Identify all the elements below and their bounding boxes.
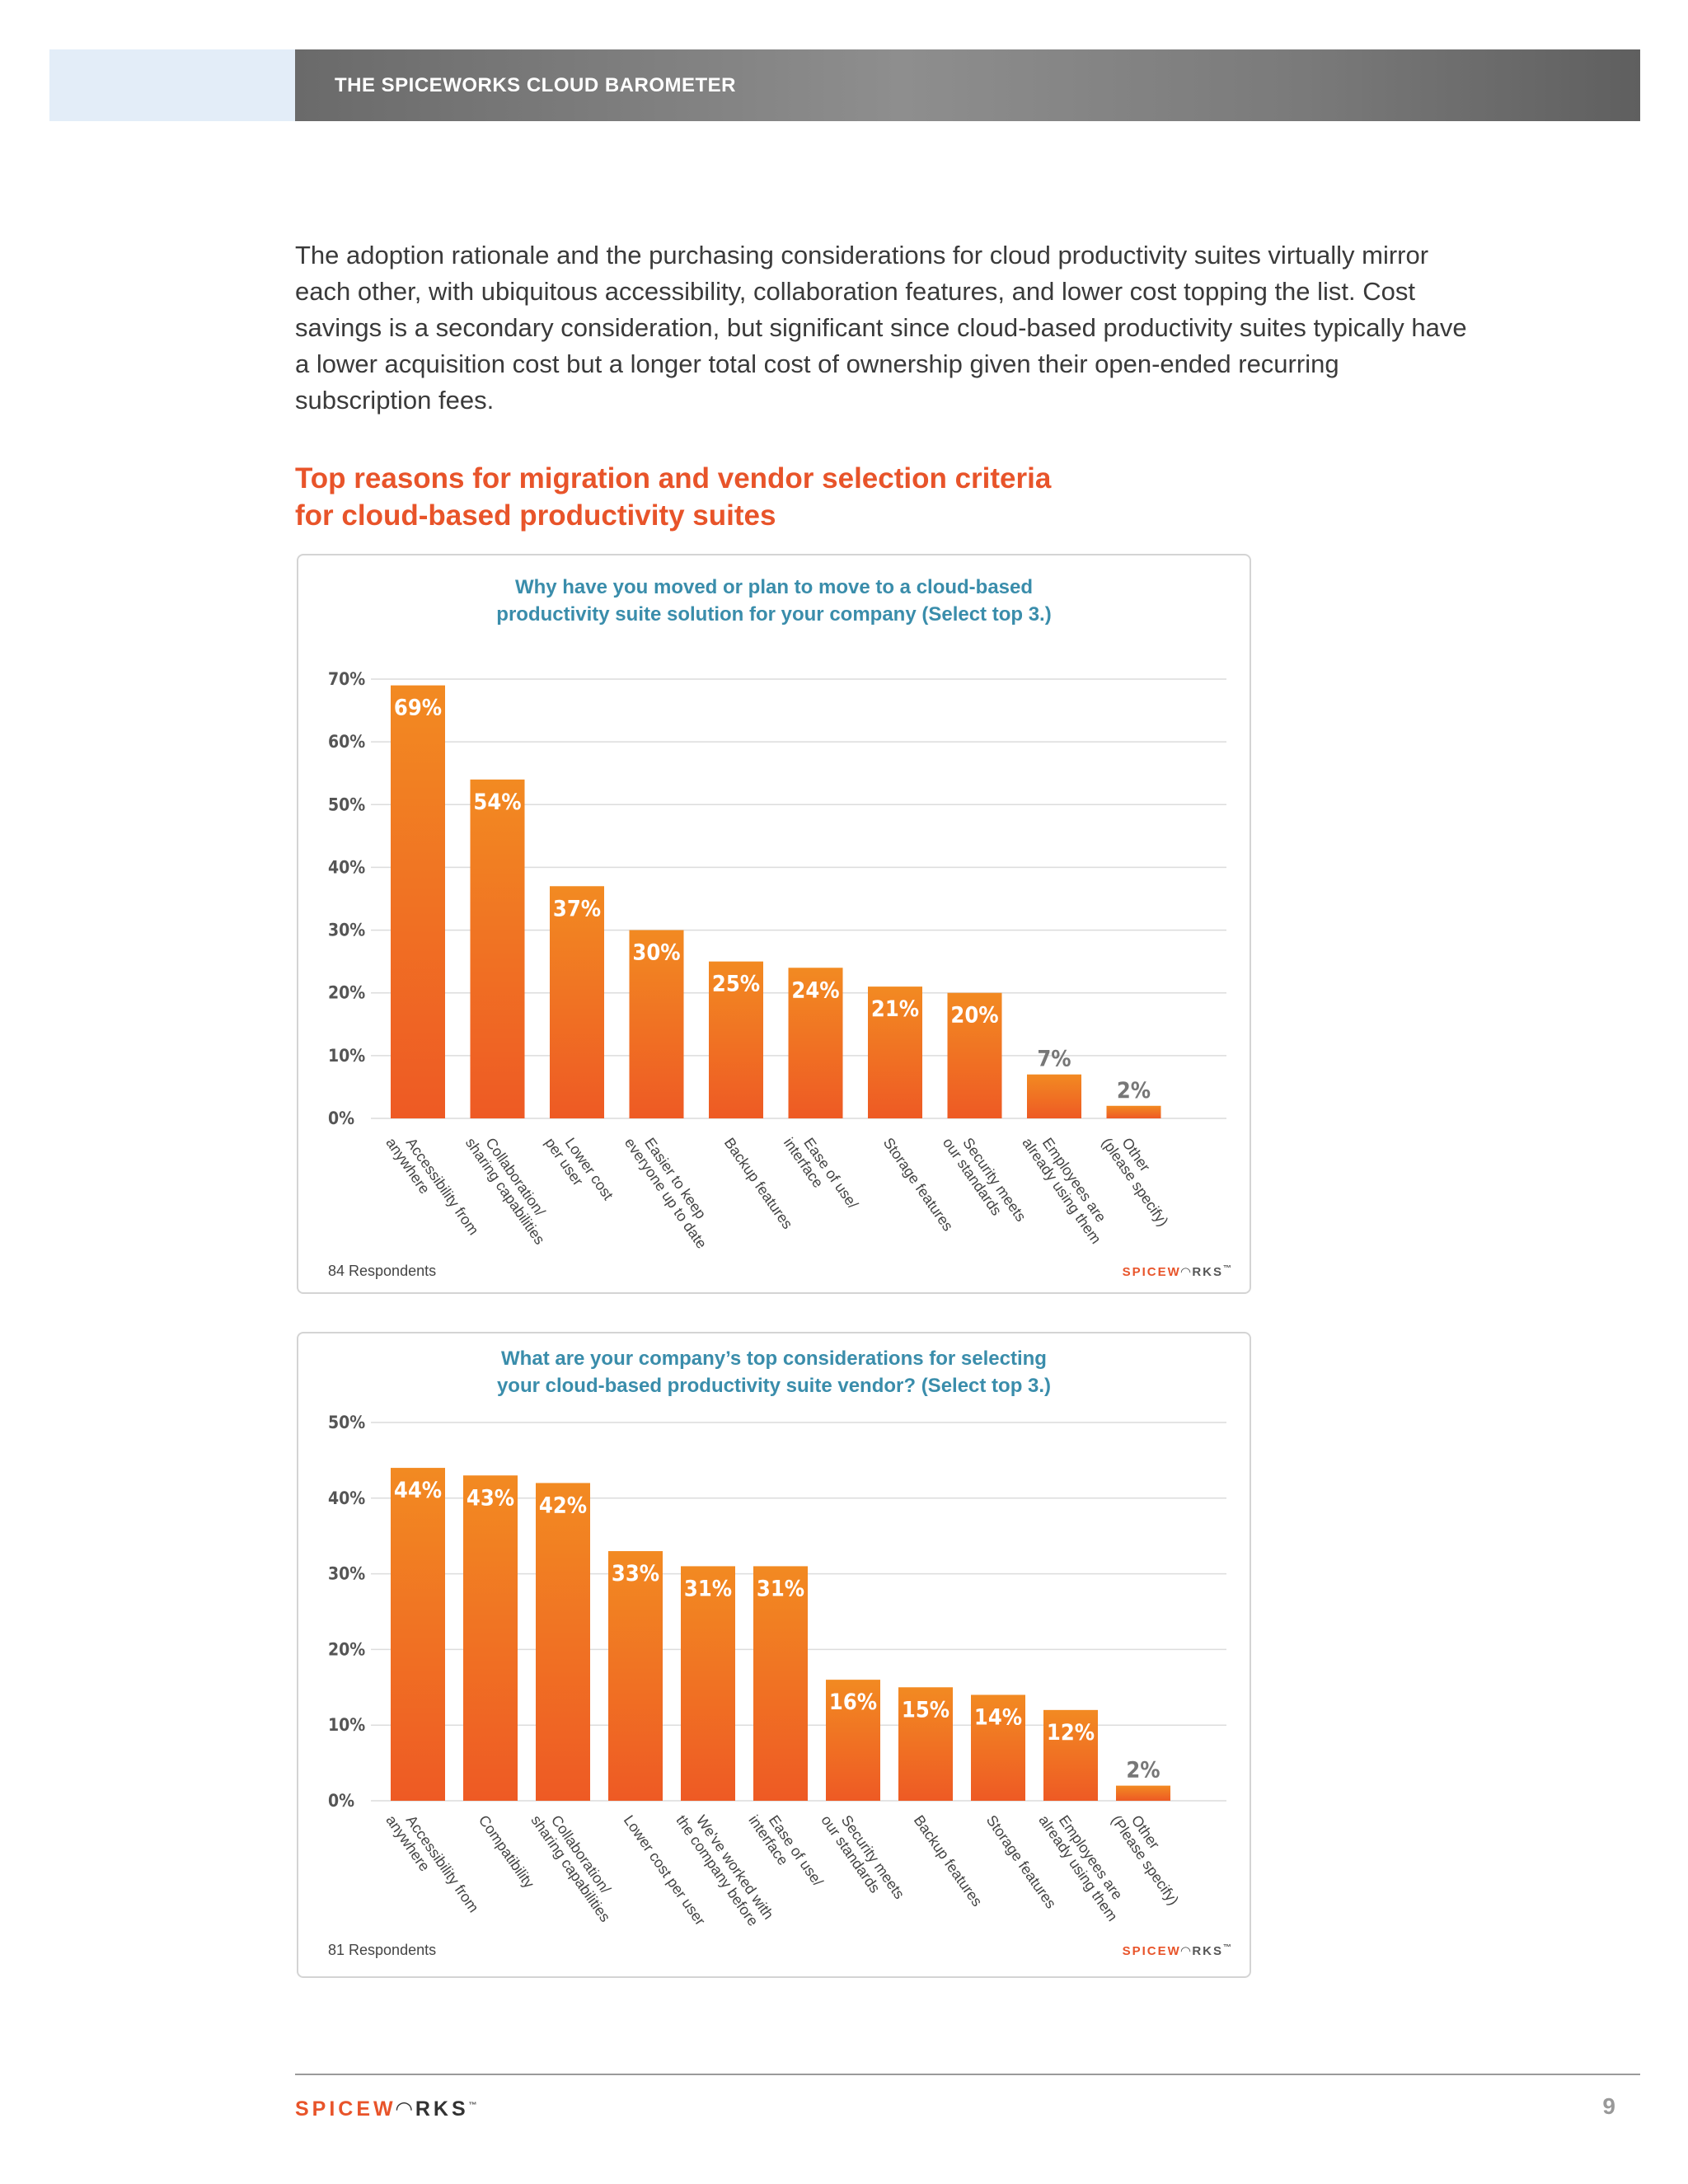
y-tick-label: 20% (328, 1639, 365, 1659)
bar-value-label: 31% (684, 1576, 732, 1601)
chart-panel-vendor-considerations: What are your company’s top consideratio… (297, 1332, 1251, 1978)
bar-value-label: 44% (394, 1478, 442, 1503)
category-label: Lower costper user (542, 1125, 617, 1212)
bar-value-label: 21% (871, 996, 919, 1022)
y-tick-label: 0% (328, 1108, 354, 1128)
bar-value-label: 33% (612, 1561, 659, 1586)
bar-value-label: 2% (1126, 1758, 1160, 1783)
y-tick-label: 30% (328, 921, 365, 940)
bar (788, 968, 843, 1118)
bar-chart-vendor-considerations: 0% 10% 20% 30% 40% 50% 44% Accessibility froman… (328, 1413, 1226, 1929)
category-label: Security meetsour standards (940, 1125, 1029, 1234)
bar-value-label: 24% (791, 977, 839, 1003)
chart-question-line-2: your cloud-based productivity suite vend… (496, 1375, 1052, 1397)
y-tick-label: 30% (328, 1564, 365, 1584)
bar (971, 1694, 1025, 1801)
y-tick-label: 10% (328, 1715, 365, 1735)
chart-question-line-2: productivity suite solution for your com… (496, 603, 1052, 626)
section-title-line-1: Top reasons for migration and vendor sel… (295, 462, 1052, 494)
bar (709, 961, 763, 1118)
bar-value-label: 54% (473, 790, 521, 815)
bar (1027, 1074, 1081, 1118)
y-tick-label: 50% (328, 794, 365, 814)
bar (391, 685, 445, 1118)
bar-value-label: 16% (829, 1690, 877, 1715)
bar (898, 1687, 953, 1801)
footer-divider (295, 2074, 1640, 2075)
bar-value-label: 12% (1047, 1720, 1095, 1746)
page-number: 9 (1602, 2093, 1615, 2119)
bar-value-label: 7% (1037, 1047, 1071, 1072)
bar-value-label: 69% (394, 696, 442, 721)
footer-spiceworks-logo: SPICEW◠RKS™ (295, 2097, 477, 2121)
respondents-count: 84 Respondents (328, 1263, 437, 1279)
respondents-count: 81 Respondents (328, 1942, 437, 1958)
bar (536, 1483, 590, 1801)
category-label: Security meetsour standards (818, 1802, 907, 1911)
bar-value-label: 30% (632, 940, 680, 966)
bar (470, 779, 525, 1118)
category-label: Other(please specify) (1099, 1125, 1185, 1229)
bar (868, 987, 922, 1118)
bar (608, 1551, 663, 1801)
bar (681, 1566, 735, 1801)
bar (391, 1468, 445, 1801)
bar (629, 930, 684, 1118)
bar (463, 1475, 518, 1801)
bar-value-label: 14% (974, 1704, 1022, 1730)
bar-value-label: 25% (712, 972, 760, 997)
chart-question-line-1: What are your company’s top consideratio… (501, 1347, 1047, 1370)
bar-value-label: 20% (950, 1003, 998, 1029)
section-title: Top reasons for migration and vendor sel… (295, 460, 1202, 534)
bar (550, 886, 604, 1118)
y-tick-label: 40% (328, 1488, 365, 1508)
bar-value-label: 31% (757, 1576, 804, 1601)
bar (1106, 1105, 1161, 1118)
y-tick-label: 60% (328, 732, 365, 752)
bar (753, 1566, 808, 1801)
spiceworks-logo: SPICEW◠RKS™ (1122, 1943, 1231, 1958)
y-tick-label: 10% (328, 1046, 365, 1066)
y-tick-label: 40% (328, 857, 365, 877)
y-tick-label: 70% (328, 669, 365, 689)
chart-question-line-1: Why have you moved or plan to move to a … (514, 576, 1034, 598)
y-tick-label: 50% (328, 1413, 365, 1432)
header-accent-block (49, 49, 295, 121)
document-title: THE SPICEWORKS CLOUD BAROMETER (335, 74, 737, 96)
chart-panel-migration-reasons: Why have you moved or plan to move to a … (297, 554, 1251, 1294)
bar (826, 1680, 880, 1801)
bar-value-label: 2% (1117, 1078, 1151, 1104)
header-bar: THE SPICEWORKS CLOUD BAROMETER (295, 49, 1640, 121)
y-tick-label: 20% (328, 983, 365, 1003)
bar-value-label: 43% (467, 1485, 514, 1511)
bar-value-label: 42% (539, 1493, 587, 1518)
bar-value-label: 37% (553, 896, 601, 921)
category-label: Ease of use/interface (781, 1125, 861, 1221)
y-tick-label: 0% (328, 1791, 354, 1811)
category-label: Collaboration/sharing capabilities (528, 1802, 627, 1924)
header-band: THE SPICEWORKS CLOUD BAROMETER (49, 49, 1640, 121)
bar (947, 992, 1002, 1118)
bar (1116, 1785, 1170, 1801)
bar (1043, 1709, 1098, 1801)
spiceworks-logo: SPICEW◠RKS™ (1122, 1264, 1231, 1279)
bar-value-label: 15% (902, 1697, 950, 1722)
chart-question: Why have you moved or plan to move to a … (298, 574, 1250, 628)
category-label: Accessibility fromanywhere (382, 1802, 482, 1924)
category-label: Easier to keepeveryone up to date (621, 1125, 724, 1251)
chart-question: What are your company’s top consideratio… (298, 1345, 1250, 1399)
intro-paragraph: The adoption rationale and the purchasin… (295, 241, 1467, 415)
bar-chart-migration-reasons: 0%10%20%30%40%50%60%70%69%Accessibility … (328, 669, 1226, 1252)
category-label: Backup features (911, 1812, 986, 1910)
section-title-line-2: for cloud-based productivity suites (295, 499, 776, 532)
category-label: Compatibility (476, 1812, 537, 1891)
